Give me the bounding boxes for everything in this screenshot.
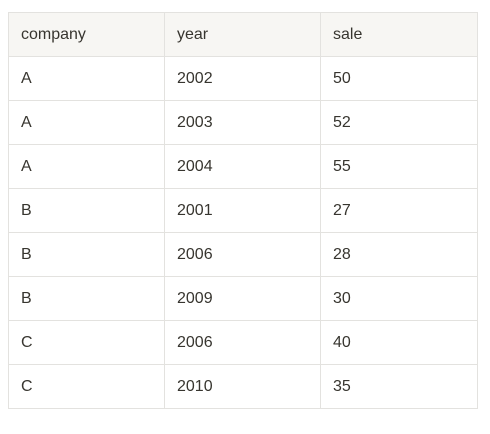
table-cell: 27 (320, 188, 478, 233)
table-cell: 52 (320, 100, 478, 145)
table-container: company year sale A 2002 50 A 2003 52 A 2004 55 B 20… (8, 12, 478, 409)
table-row: B 2009 30 (8, 276, 478, 321)
table-cell: 2010 (164, 364, 321, 409)
table-cell: 2003 (164, 100, 321, 145)
table-row: B 2006 28 (8, 232, 478, 277)
table-row: B 2001 27 (8, 188, 478, 233)
column-header: year (164, 12, 321, 57)
column-header: sale (320, 12, 478, 57)
column-header: company (8, 12, 165, 57)
table-row: A 2002 50 (8, 56, 478, 101)
table-cell: A (8, 100, 165, 145)
table-cell: 50 (320, 56, 478, 101)
table-cell: 30 (320, 276, 478, 321)
table-cell: 2002 (164, 56, 321, 101)
table-row: A 2003 52 (8, 100, 478, 145)
table-cell: 55 (320, 144, 478, 189)
table-row: A 2004 55 (8, 144, 478, 189)
table-cell: B (8, 276, 165, 321)
data-table: company year sale A 2002 50 A 2003 52 A 2004 55 B 20… (8, 12, 478, 409)
table-cell: 2004 (164, 144, 321, 189)
table-header: company year sale (8, 12, 478, 57)
table-cell: A (8, 144, 165, 189)
table-cell: 35 (320, 364, 478, 409)
table-cell: C (8, 364, 165, 409)
table-row: C 2010 35 (8, 364, 478, 409)
table-cell: 2009 (164, 276, 321, 321)
table-cell: B (8, 188, 165, 233)
table-cell: 2006 (164, 320, 321, 365)
table-row: C 2006 40 (8, 320, 478, 365)
header-row: company year sale (8, 12, 478, 57)
table-cell: 40 (320, 320, 478, 365)
table-cell: C (8, 320, 165, 365)
table-cell: 28 (320, 232, 478, 277)
table-cell: B (8, 232, 165, 277)
table-cell: 2006 (164, 232, 321, 277)
table-cell: A (8, 56, 165, 101)
table-body: A 2002 50 A 2003 52 A 2004 55 B 2001 27 B 2006 28 B 2009… (8, 56, 478, 409)
table-cell: 2001 (164, 188, 321, 233)
